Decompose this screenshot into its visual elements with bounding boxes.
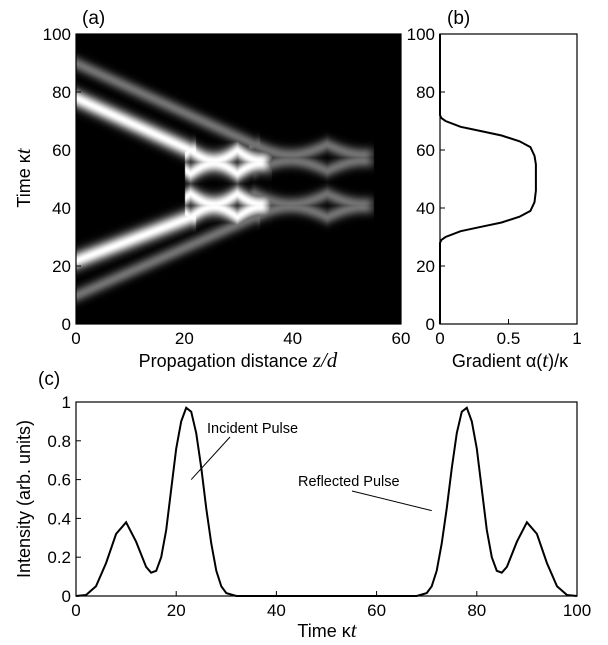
annotation-reflected-pulse: Reflected Pulse — [298, 474, 400, 490]
panel-c-xlabel-t: t — [351, 618, 358, 642]
panel-a-ytick-label: 20 — [52, 257, 71, 276]
panel-a-ylabel: Time κt — [11, 147, 35, 207]
annotation-reflected-leader — [351, 490, 432, 512]
panel-a-ytick-label: 100 — [43, 25, 71, 44]
panel-b-ytick-label: 80 — [416, 83, 435, 102]
panel-a-ytick-label: 60 — [52, 141, 71, 160]
panel-c-xtick-label: 0 — [71, 601, 80, 620]
panel-b-ticks: 0 0.5 1 0 20 40 60 80 100 — [407, 25, 582, 348]
panel-a-ytick-label: 80 — [52, 83, 71, 102]
panel-a-xtick-label: 20 — [175, 329, 194, 348]
panel-a-xtick-label: 0 — [71, 329, 80, 348]
panel-b-ytick-label: 40 — [416, 199, 435, 218]
panel-c-xtick-label: 60 — [367, 601, 386, 620]
panel-c-ticks: 0 20 40 60 80 100 0 0.2 0.4 0.6 0.8 1 — [47, 393, 591, 620]
panel-c-annotations: Incident Pulse Reflected Pulse — [190, 421, 432, 512]
panel-c-ytick-label: 0.8 — [47, 432, 71, 451]
panel-b-ytick-label: 0 — [426, 315, 435, 334]
panel-b-xtick-label: 0.5 — [497, 329, 521, 348]
panel-c-ytick-label: 0.4 — [47, 509, 71, 528]
panel-c-xtick-label: 20 — [167, 601, 186, 620]
panel-c: (c) 0 20 40 60 80 100 0 0.2 0.4 0.6 0.8 1 Incident … — [14, 369, 591, 642]
panel-a-label: (a) — [82, 8, 105, 29]
panel-b-ytick-label: 60 — [416, 141, 435, 160]
panel-c-label: (c) — [38, 369, 60, 390]
panel-c-xlabel-text: Time κ — [297, 621, 351, 641]
panel-b: (b) 0 0.5 1 0 20 40 60 80 100 Gradient α(t)/κ — [407, 8, 582, 372]
panel-c-xlabel: Time κt — [297, 618, 357, 642]
panel-a-ytick-label: 40 — [52, 199, 71, 218]
panel-a-xlabel-text: Propagation distance — [139, 351, 313, 371]
panel-a-ylabel-text: Time κ — [14, 153, 34, 207]
panel-b-ytick-label: 100 — [407, 25, 435, 44]
panel-a: (a) 0 20 40 60 0 20 40 60 80 100 Propagation dist… — [11, 8, 410, 372]
panel-c-xtick-label: 40 — [267, 601, 286, 620]
panel-b-xtick-label: 0 — [435, 329, 444, 348]
panel-c-xtick-label: 80 — [467, 601, 486, 620]
panel-a-xlabel: Propagation distance z/d — [139, 348, 338, 372]
panel-c-ylabel: Intensity (arb. units) — [14, 420, 34, 578]
panel-b-ytick-label: 20 — [416, 257, 435, 276]
panel-b-label: (b) — [447, 8, 470, 29]
panel-a-ylabel-t: t — [11, 147, 35, 154]
annotation-incident-pulse: Incident Pulse — [207, 421, 298, 437]
panel-a-xtick-label: 40 — [283, 329, 302, 348]
panel-a-ytick-label: 0 — [62, 315, 71, 334]
panel-c-ytick-label: 1 — [62, 393, 71, 412]
panel-c-ytick-label: 0.6 — [47, 471, 71, 490]
panel-c-ytick-label: 0 — [62, 587, 71, 606]
panel-b-xtick-label: 1 — [572, 329, 581, 348]
panel-c-xtick-label: 100 — [563, 601, 591, 620]
panel-b-xlabel-tail: )/κ — [548, 351, 569, 371]
panel-c-ytick-label: 0.2 — [47, 548, 71, 567]
panel-b-frame — [439, 33, 578, 325]
panel-b-xlabel: Gradient α(t)/κ — [452, 348, 569, 372]
panel-a-frame — [75, 33, 402, 325]
gradient-curve — [439, 34, 537, 324]
panel-a-xlabel-z-over-d: z/d — [312, 348, 338, 372]
panel-c-frame — [75, 401, 578, 597]
annotation-incident-leader — [190, 436, 231, 480]
panel-b-xlabel-t: t — [542, 348, 549, 372]
heatmap-image — [76, 34, 401, 324]
intensity-curve — [75, 406, 578, 597]
panel-a-ticks: 0 20 40 60 0 20 40 60 80 100 — [43, 25, 411, 348]
panel-b-xlabel-text: Gradient α( — [452, 351, 542, 371]
panel-a-xtick-label: 60 — [392, 329, 411, 348]
